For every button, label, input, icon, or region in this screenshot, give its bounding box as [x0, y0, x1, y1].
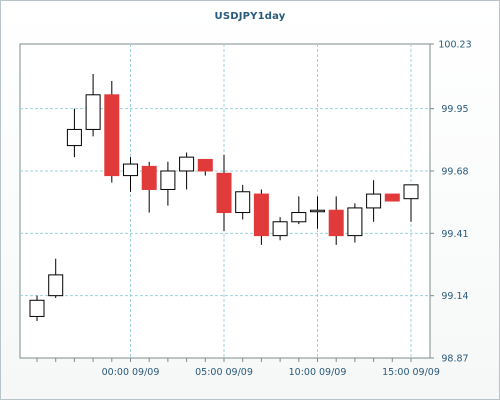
x-tick-label: 05:00 09/09 [195, 367, 253, 378]
candle [403, 184, 419, 222]
candle [253, 189, 269, 245]
candle [235, 184, 251, 220]
candle-body-up [310, 209, 325, 213]
candle [141, 161, 157, 213]
y-tick-label: 99.41 [441, 229, 468, 240]
candle-body-down [216, 172, 232, 214]
x-tick-label: 15:00 09/09 [382, 367, 440, 378]
candle [48, 258, 64, 298]
y-tick-label: 99.95 [441, 104, 468, 115]
candle-body-up [48, 274, 64, 297]
candle [179, 152, 195, 190]
candle [272, 217, 288, 241]
candle [85, 74, 101, 137]
candle-body-up [403, 184, 419, 200]
y-tick-label: 98.87 [441, 354, 468, 365]
chart-title: USDJPY1day [214, 11, 286, 22]
candle-body-down [104, 94, 120, 177]
candle-body-down [197, 158, 213, 172]
y-tick-label: 100.23 [438, 40, 471, 51]
candle-body-up [347, 207, 363, 237]
candle-body-down [141, 165, 157, 190]
candle-body-up [66, 128, 82, 147]
candle [29, 295, 45, 322]
candle [328, 196, 344, 245]
candle-body-up [85, 94, 101, 130]
y-axis: 100.23 99.95 99.68 99.41 99.14 98.87 [430, 40, 472, 365]
candle-body-down [328, 209, 344, 237]
candle [384, 193, 400, 202]
candle-body-up [179, 156, 195, 172]
candle [123, 157, 138, 192]
y-tick-label: 99.14 [441, 291, 468, 302]
candle [347, 203, 363, 243]
candle [366, 180, 382, 222]
candle [197, 158, 213, 176]
candle [160, 161, 176, 206]
x-axis: 00:00 09/09 05:00 09/09 10:00 09/09 15:00 0… [36, 358, 440, 378]
candle-body-up [235, 191, 251, 214]
candle-body-up [123, 163, 138, 177]
x-tick-label: 00:00 09/09 [102, 367, 160, 378]
candle [310, 196, 325, 229]
candle-body-up [29, 299, 45, 317]
y-tick-label: 99.68 [441, 166, 468, 177]
candle [216, 154, 232, 232]
candles [29, 74, 419, 322]
candle-body-down [253, 193, 269, 237]
candle-body-down [384, 193, 400, 202]
candle-body-up [160, 170, 176, 190]
candle-body-up [366, 193, 382, 209]
candle-body-up [291, 212, 307, 223]
x-tick-label: 10:00 09/09 [289, 367, 347, 378]
candle-body-up [272, 221, 288, 237]
candle [66, 108, 82, 158]
candle [291, 196, 307, 225]
candle [104, 80, 120, 183]
